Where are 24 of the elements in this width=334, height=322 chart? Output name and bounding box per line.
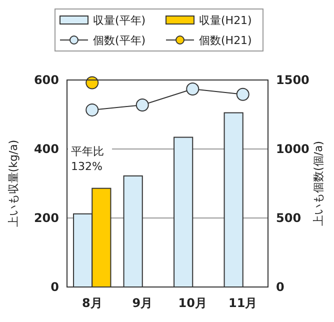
x-tick-label: 10月 xyxy=(178,296,207,310)
y-tick-label: 400 xyxy=(34,142,59,156)
y-tick-label: 0 xyxy=(50,280,59,294)
y2-tick-label: 500 xyxy=(276,211,302,226)
point xyxy=(236,88,250,101)
point xyxy=(86,103,99,116)
annotation: 平年比 132% xyxy=(71,145,104,173)
legend-label: 個数(H21) xyxy=(199,34,252,47)
legend-label: 収量(平年) xyxy=(93,14,146,27)
point xyxy=(186,82,200,96)
legend-label: 収量(H21) xyxy=(199,14,252,27)
x-tick-label: 9月 xyxy=(132,296,153,310)
y-tick-label: 600 xyxy=(34,73,59,88)
x-tick-label: 8月 xyxy=(82,296,102,310)
y2-tick-label: 0 xyxy=(276,280,284,294)
y-tick-label: 200 xyxy=(34,211,59,226)
y2-tick-label: 1500 xyxy=(276,73,310,88)
y2-tick-label: 1000 xyxy=(276,142,310,156)
legend-label: 個数(平年) xyxy=(93,34,146,47)
x-tick-label: 11月 xyxy=(228,296,258,310)
y2-axis-title: 上いも個数(個/a) xyxy=(312,140,325,226)
y-axis-title: 上いも収量(kg/a) xyxy=(7,140,20,228)
point xyxy=(136,98,149,112)
point xyxy=(86,76,99,90)
